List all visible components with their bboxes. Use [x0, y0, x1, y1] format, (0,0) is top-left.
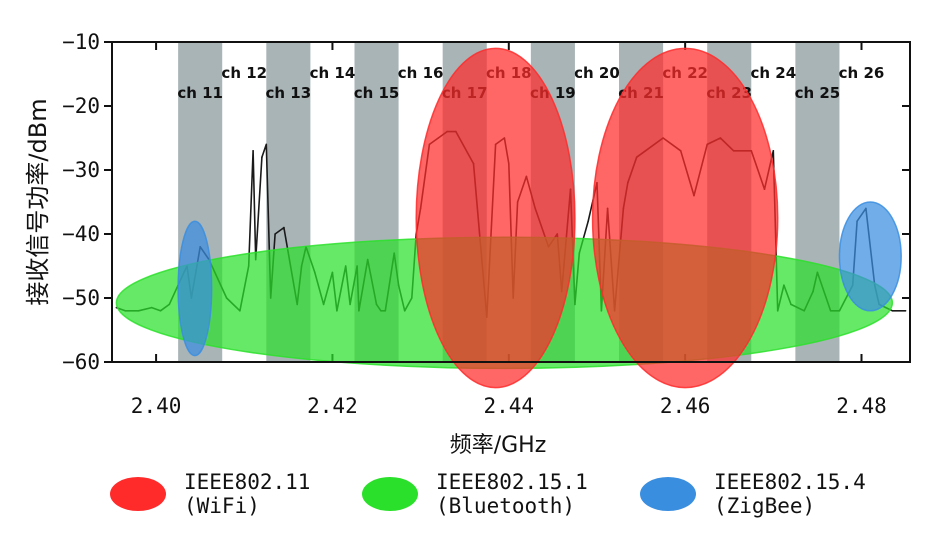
channel-label: ch 16 — [398, 64, 444, 82]
channel-label: ch 26 — [839, 64, 885, 82]
legend-swatch — [640, 477, 696, 511]
x-tick-label: 2.44 — [484, 394, 535, 418]
channel-label: ch 12 — [221, 64, 267, 82]
plot-frame — [111, 41, 911, 363]
legend-text: IEEE802.11 (WiFi) — [184, 470, 310, 518]
x-tick-label: 2.48 — [836, 394, 887, 418]
legend-item: IEEE802.15.4 (ZigBee) — [640, 470, 866, 518]
signal-point — [904, 310, 907, 312]
zigbee-band-ellipse — [177, 220, 213, 357]
y-tick-label: −50 — [62, 286, 100, 310]
signal-point — [891, 310, 894, 312]
y-axis-ticks: −10 −20 −30 −40 −50 −60 — [62, 30, 910, 374]
legend-item: IEEE802.15.1 (Bluetooth) — [362, 470, 588, 518]
legend-swatch — [362, 477, 418, 511]
y-tick-label: −60 — [62, 350, 100, 374]
channel-label: ch 15 — [354, 84, 400, 102]
y-tick-label: −30 — [62, 158, 100, 182]
signal-point — [587, 220, 589, 222]
wifi-band-ellipse — [591, 47, 779, 389]
x-tick-label: 2.40 — [131, 394, 182, 418]
channel-label: ch 20 — [574, 64, 620, 82]
legend-label-standard: IEEE802.15.1 — [436, 470, 588, 494]
wifi-band-ellipse — [415, 47, 576, 389]
x-tick-label: 2.42 — [307, 394, 358, 418]
legend-text: IEEE802.15.1 (Bluetooth) — [436, 470, 588, 518]
y-axis-label: 接收信号功率/dBm — [24, 98, 52, 305]
signal-point — [265, 143, 268, 146]
signal-point — [274, 233, 276, 235]
y-tick-label: −40 — [62, 222, 100, 246]
signal-point — [772, 150, 775, 152]
signal-point — [283, 226, 285, 229]
legend-label-protocol: (ZigBee) — [714, 494, 816, 518]
legend-swatch — [110, 477, 166, 511]
legend-label-standard: IEEE802.11 — [184, 470, 311, 494]
legend-label-standard: IEEE802.15.4 — [714, 470, 866, 494]
legend-item: IEEE802.11 (WiFi) — [110, 470, 310, 518]
y-tick-label: −10 — [62, 30, 100, 54]
zigbee-band-ellipse — [838, 201, 902, 312]
channel-label: ch 13 — [266, 84, 312, 102]
legend-label-protocol: (WiFi) — [184, 494, 260, 518]
signal-point — [252, 150, 254, 152]
x-axis-label: 频率/GHz — [450, 433, 547, 458]
x-axis-ticks: 2.40 2.42 2.44 2.46 2.48 — [131, 42, 887, 418]
x-tick-label: 2.46 — [660, 394, 711, 418]
signal-point — [261, 156, 263, 158]
protocol-overlays — [115, 47, 902, 389]
channel-label: ch 24 — [750, 64, 796, 82]
legend-text: IEEE802.15.4 (ZigBee) — [714, 470, 866, 518]
channel-label: ch 14 — [310, 64, 356, 82]
y-tick-label: −20 — [62, 94, 100, 118]
legend-label-protocol: (Bluetooth) — [436, 494, 576, 518]
channel-label: ch 11 — [177, 84, 223, 102]
channel-label: ch 25 — [795, 84, 841, 102]
